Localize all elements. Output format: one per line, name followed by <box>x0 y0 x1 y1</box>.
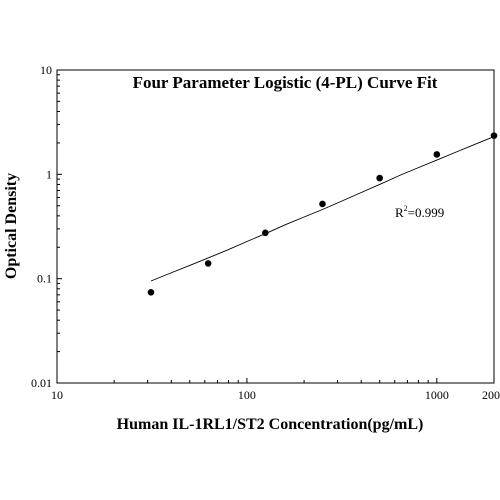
data-points-group <box>147 132 498 296</box>
y-ticks-group: 0.01 0.1 1 10 <box>31 63 62 390</box>
y-tick-label: 10 <box>40 63 52 77</box>
data-point <box>490 132 498 139</box>
chart-title: Four Parameter Logistic (4-PL) Curve Fit <box>133 73 438 92</box>
y-axis-label: Optical Density <box>3 173 20 279</box>
data-point <box>319 200 326 208</box>
r-squared-base: R <box>395 205 404 220</box>
fit-curve <box>150 136 495 282</box>
y-tick-label: 1 <box>46 167 52 181</box>
r-squared-superscript: 2 <box>404 204 408 213</box>
r-squared-value: =0.999 <box>408 205 445 220</box>
x-axis-label: Human IL-1RL1/ST2 Concentration(pg/mL) <box>117 416 424 433</box>
x-tick-label: 100 <box>238 388 256 402</box>
data-point <box>376 174 383 182</box>
y-tick-label: 0.01 <box>31 376 52 390</box>
data-point <box>433 151 441 158</box>
r-squared-annotation: R2=0.999 <box>395 204 444 220</box>
plot-frame <box>56 69 495 384</box>
x-tick-label: 10 <box>51 388 63 402</box>
data-point <box>147 289 155 296</box>
data-point <box>262 229 269 237</box>
y-tick-label: 0.1 <box>37 272 52 286</box>
data-point <box>204 260 212 267</box>
x-tick-label: 1000 <box>425 388 449 402</box>
